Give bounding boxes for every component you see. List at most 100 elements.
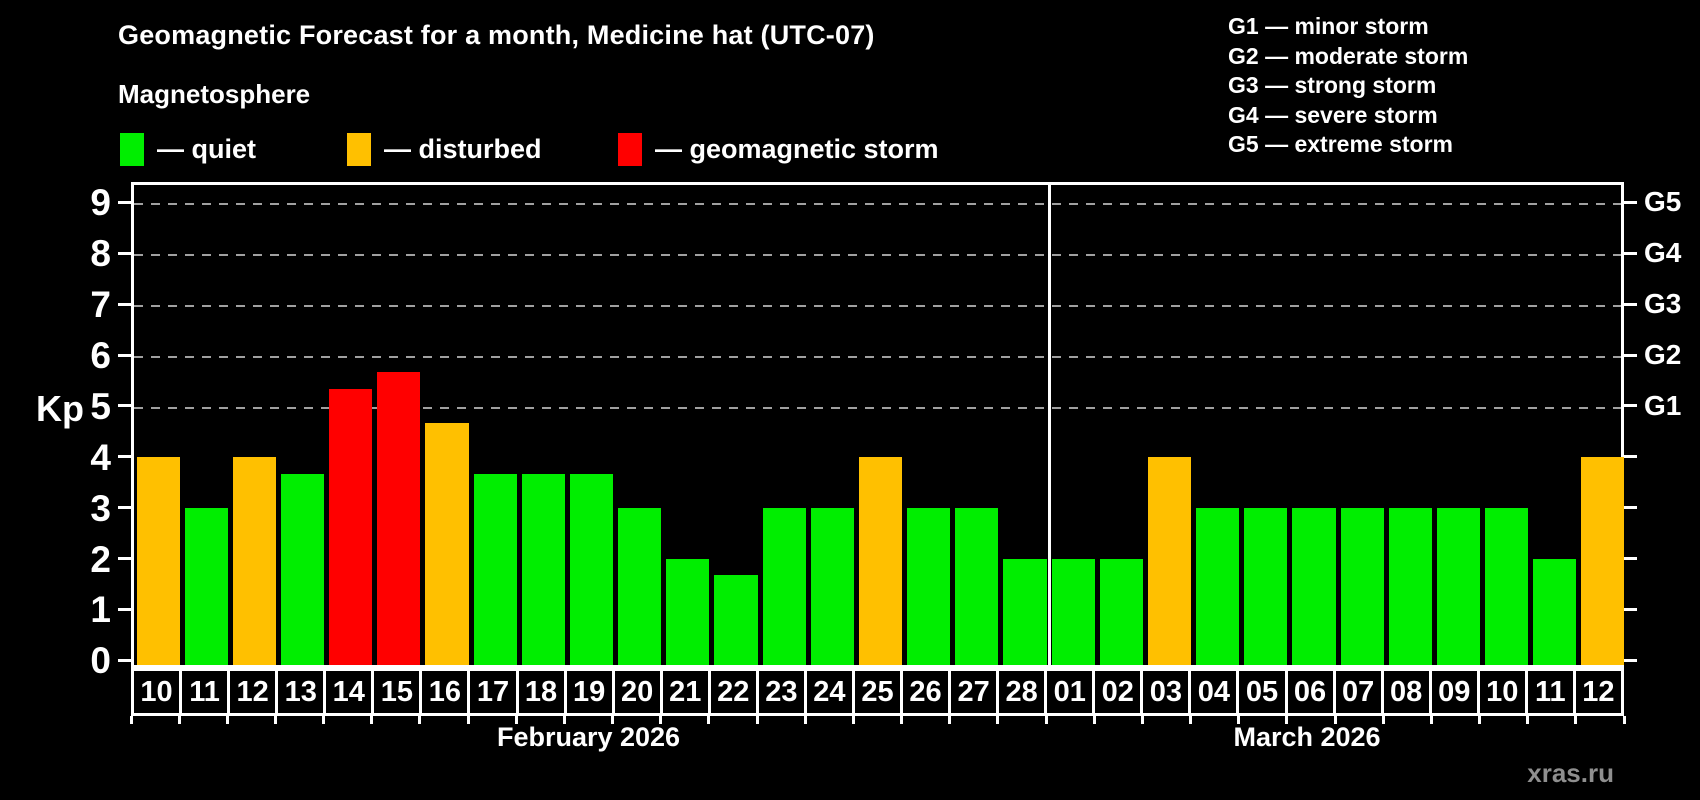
chart-subtitle: Magnetosphere	[118, 79, 311, 109]
kp-bar-day-06-mar	[1292, 507, 1336, 665]
y-tick-left-4	[118, 455, 131, 459]
day-label-cell: 03	[1140, 671, 1189, 713]
day-boundary-tick	[562, 716, 566, 724]
day-label-cell: 02	[1092, 671, 1141, 713]
y-tick-label-1: 1	[90, 589, 111, 631]
kp-bar-day-27-feb	[955, 507, 999, 665]
day-boundary-tick	[1140, 716, 1144, 724]
day-boundary-tick	[322, 716, 326, 724]
gridline-kp-8	[134, 254, 1621, 257]
day-label-cell: 13	[275, 671, 324, 713]
day-boundary-tick	[659, 716, 663, 724]
day-label-cell: 11	[1524, 671, 1573, 713]
day-boundary-tick	[1189, 716, 1193, 724]
day-boundary-tick	[1478, 716, 1482, 724]
day-boundary-tick	[225, 716, 229, 724]
day-label-cell: 24	[803, 671, 852, 713]
chart-title: Geomagnetic Forecast for a month, Medici…	[118, 20, 875, 50]
legend-item-storm: — geomagnetic storm	[618, 133, 939, 166]
day-label-cell: 12	[227, 671, 276, 713]
kp-bar-day-23-feb	[762, 507, 806, 665]
day-boundary-tick	[1622, 716, 1626, 724]
day-label-cell: 12	[1572, 671, 1621, 713]
y-tick-label-6: 6	[90, 335, 111, 377]
gridline-kp-6	[134, 356, 1621, 359]
y-tick-left-1	[118, 607, 131, 611]
y-tick-left-7	[118, 302, 131, 306]
day-label-cell: 11	[179, 671, 228, 713]
kp-bar-day-10-feb	[136, 456, 180, 665]
y-tick-left-3	[118, 506, 131, 510]
day-label-cell: 01	[1044, 671, 1093, 713]
day-boundary-tick	[803, 716, 807, 724]
day-label-cell: 09	[1428, 671, 1477, 713]
day-boundary-tick	[707, 716, 711, 724]
kp-bar-day-24-feb	[810, 507, 854, 665]
day-label-cell: 17	[467, 671, 516, 713]
day-boundary-tick	[370, 716, 374, 724]
day-boundary-tick	[418, 716, 422, 724]
kp-bar-day-10-mar	[1485, 507, 1529, 665]
day-label-cell: 16	[419, 671, 468, 713]
y-tick-label-3: 3	[90, 487, 111, 529]
day-label-cell: 27	[948, 671, 997, 713]
g-label-G4: G4	[1644, 237, 1682, 269]
day-label-cell: 04	[1188, 671, 1237, 713]
day-label-cell: 10	[134, 671, 180, 713]
y-tick-left-9	[118, 200, 131, 204]
day-boundary-tick	[1381, 716, 1385, 724]
y-tick-label-5: 5	[90, 385, 111, 427]
plot-area	[131, 182, 1625, 668]
kp-bar-day-11-mar	[1533, 558, 1577, 665]
day-boundary-tick	[851, 716, 855, 724]
x-axis-day-labels: 10 11 12 13 14 15 16 17 18 19 20 21 22 23 24 25 26 27 28 01…	[131, 668, 1624, 716]
y-tick-right-6	[1624, 353, 1637, 357]
kp-bar-day-17-feb	[473, 473, 517, 665]
legend-label-disturbed: — disturbed	[384, 134, 542, 164]
month-label-march: March 2026	[1233, 722, 1381, 752]
kp-bar-day-12-feb	[232, 456, 276, 665]
g-label-G2: G2	[1644, 339, 1682, 371]
day-label-cell: 21	[659, 671, 708, 713]
kp-bar-day-21-feb	[666, 558, 710, 665]
y-tick-label-7: 7	[90, 284, 111, 326]
legend-item-disturbed: — disturbed	[347, 133, 542, 166]
kp-bar-day-01-mar	[1051, 558, 1095, 665]
kp-bar-day-04-mar	[1196, 507, 1240, 665]
day-boundary-tick	[1092, 716, 1096, 724]
y-tick-right-2	[1624, 557, 1637, 561]
kp-bar-day-26-feb	[907, 507, 951, 665]
month-separator-line	[1047, 185, 1051, 665]
g-scale-line: G2 — moderate storm	[1228, 42, 1469, 69]
day-boundary-tick	[1285, 716, 1289, 724]
day-label-cell: 26	[900, 671, 949, 713]
kp-bar-day-16-feb	[425, 422, 469, 665]
y-tick-right-9	[1624, 200, 1637, 204]
day-label-cell: 19	[563, 671, 612, 713]
watermark: xras.ru	[1527, 758, 1614, 788]
day-label-cell: 08	[1380, 671, 1429, 713]
g-label-G3: G3	[1644, 288, 1682, 320]
kp-bar-day-14-feb	[329, 389, 373, 665]
storm-swatch-icon	[618, 133, 642, 166]
day-label-cell: 10	[1476, 671, 1525, 713]
day-label-cell: 25	[851, 671, 900, 713]
kp-bar-day-20-feb	[618, 507, 662, 665]
y-tick-right-1	[1624, 607, 1637, 611]
y-tick-left-8	[118, 251, 131, 255]
y-tick-left-5	[118, 404, 131, 408]
day-boundary-tick	[466, 716, 470, 724]
day-boundary-tick	[273, 716, 277, 724]
kp-bar-day-09-mar	[1436, 507, 1480, 665]
g-label-G1: G1	[1644, 389, 1682, 421]
day-boundary-tick	[1526, 716, 1530, 724]
day-boundary-tick	[1044, 716, 1048, 724]
y-tick-right-4	[1624, 455, 1637, 459]
g-scale-line: G1 — minor storm	[1228, 13, 1429, 39]
y-tick-left-6	[118, 353, 131, 357]
day-label-cell: 23	[755, 671, 804, 713]
g-scale-legend: G1 — minor storm G2 — moderate storm G3 — …	[1228, 12, 1468, 160]
kp-bar-day-15-feb	[377, 371, 421, 665]
y-tick-right-5	[1624, 404, 1637, 408]
day-boundary-tick	[177, 716, 181, 724]
